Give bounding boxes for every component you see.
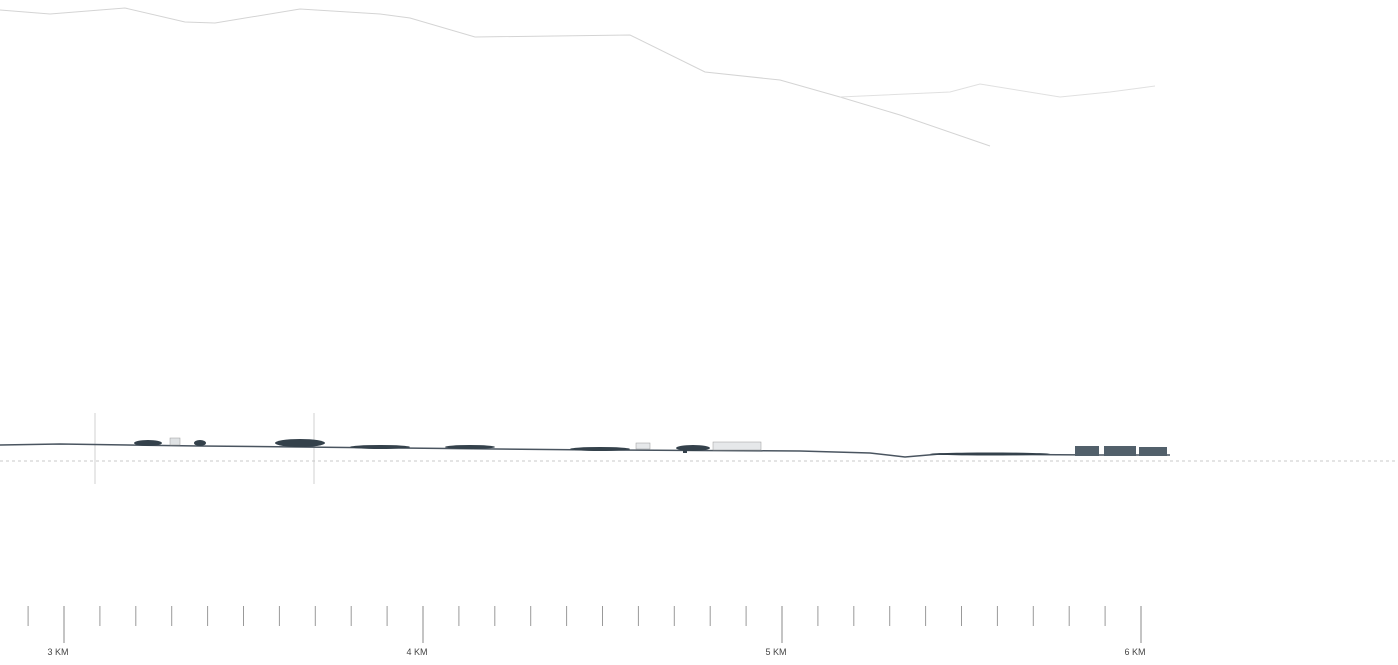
distance-scale: 3 KM 4 KM 5 KM 6 KM — [27, 606, 1146, 657]
terrain-outline-2 — [839, 83, 1156, 98]
scale-label: 3 KM — [47, 647, 68, 657]
vegetation — [134, 439, 1050, 456]
terrain-outline — [0, 7, 991, 147]
buildings — [169, 437, 1167, 456]
scale-label: 5 KM — [765, 647, 786, 657]
scale-label: 6 KM — [1124, 647, 1145, 657]
scale-label: 4 KM — [406, 647, 427, 657]
